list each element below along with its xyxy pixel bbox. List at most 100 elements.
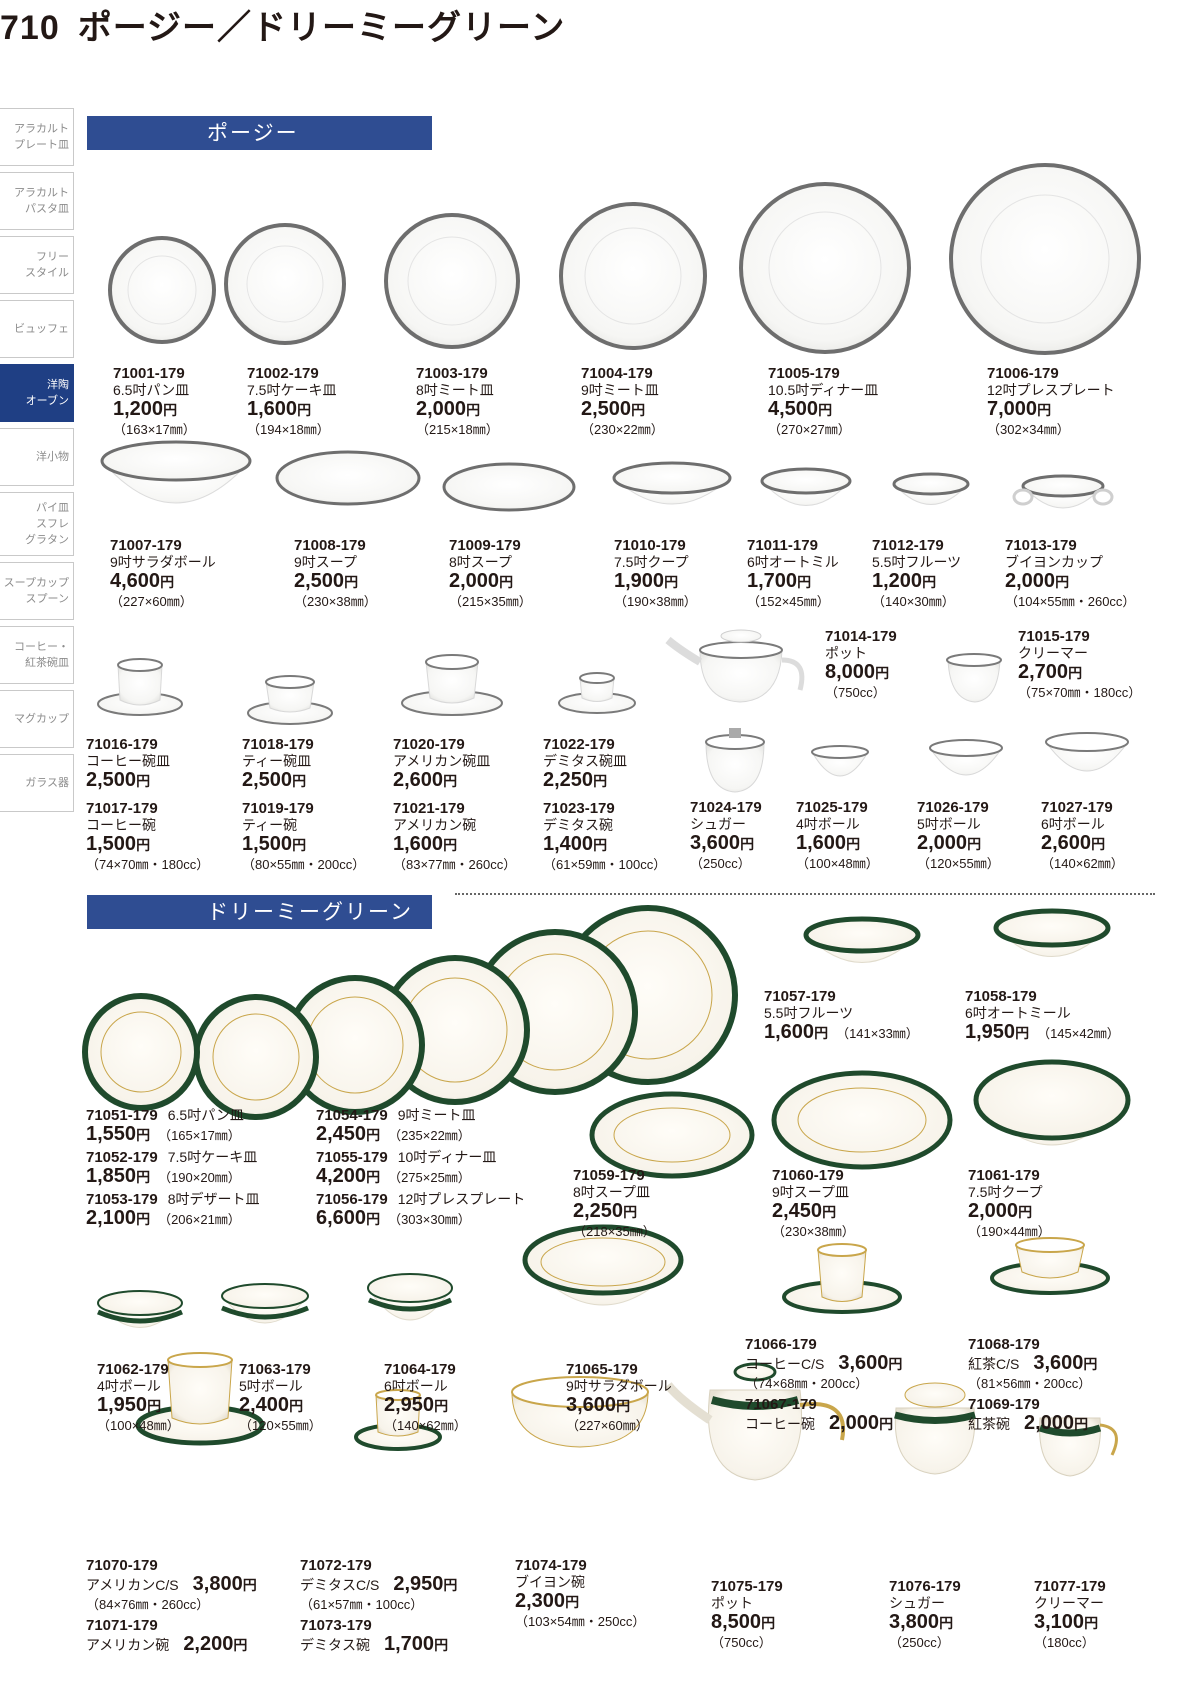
posy-cup-icons — [97, 629, 1129, 793]
product-name: 4吋ボール — [97, 1378, 161, 1394]
product-price: 1,600円 — [247, 398, 312, 420]
product-price: 2,100円 — [86, 1207, 151, 1229]
product-price: 1,500円 — [86, 833, 151, 855]
product-name: 8吋スープ — [449, 554, 512, 570]
product-price: 3,600円 — [566, 1394, 631, 1416]
product-71013: 71013-179 ブイヨンカップ 2,000円 （104×55㎜・260cc） — [1005, 537, 1135, 610]
product-list-dreamy-left: 71051-179 6.5吋パン皿 1,550円 （165×17㎜） 71052-17… — [86, 1107, 260, 1230]
product-price: 1,950円 — [97, 1394, 162, 1416]
product-price: 3,600円 — [690, 832, 755, 854]
product-code: 71011-179 — [747, 537, 818, 554]
sidebar-tab-a-la-carte-plate[interactable]: アラカルト プレート皿 — [0, 108, 74, 166]
sidebar-tab-western-oven[interactable]: 洋陶 オーブン — [0, 364, 74, 422]
product-dims: （61×59㎜・100cc） — [543, 857, 667, 872]
product-code: 71024-179 — [690, 799, 762, 816]
product-dims: （74×70㎜・180cc） — [86, 857, 210, 872]
product-71002: 71002-179 7.5吋ケーキ皿 1,600円 （194×18㎜） — [247, 365, 336, 438]
product-dims: （103×54㎜・250cc） — [515, 1614, 646, 1629]
product-name: コーヒー碗 2,000円 — [745, 1412, 894, 1434]
product-price: 7,000円 — [987, 398, 1052, 420]
sidebar-tab-buffet[interactable]: ビュッフェ — [0, 300, 74, 358]
product-71025: 71025-179 4吋ボール 1,600円 （100×48㎜） — [796, 799, 879, 872]
product-price: 1,550円 — [86, 1123, 151, 1145]
sidebar-tab-free-style[interactable]: フリー スタイル — [0, 236, 74, 294]
section-divider — [455, 893, 1155, 895]
sidebar-tab-pie-souffle-gratin[interactable]: パイ皿 スフレ グラタン — [0, 492, 74, 556]
product-dims: （227×60㎜） — [566, 1418, 649, 1433]
product-code: 71012-179 — [872, 537, 944, 554]
product-name: ポット — [711, 1595, 753, 1611]
product-price: 2,000円 — [917, 832, 982, 854]
product-code: 71074-179 — [515, 1557, 587, 1574]
product-code: 71010-179 — [614, 537, 686, 554]
sidebar-tab-soup-cup-spoon[interactable]: スープカップ スプーン — [0, 562, 74, 620]
sidebar-tab-mug[interactable]: マグカップ — [0, 690, 74, 748]
product-name: デミタス碗皿 — [543, 753, 627, 769]
product-name: 8吋スープ皿 — [573, 1184, 650, 1200]
product-71012: 71012-179 5.5吋フルーツ 1,200円 （140×30㎜） — [872, 537, 961, 610]
product-code: 71071-179 — [86, 1617, 158, 1634]
product-71060: 71060-179 9吋スープ皿 2,450円 （230×38㎜） — [772, 1167, 855, 1240]
product-71061: 71061-179 7.5吋クープ 2,000円 （190×44㎜） — [968, 1167, 1051, 1240]
product-71007: 71007-179 9吋サラダボール 4,600円 （227×60㎜） — [110, 537, 216, 610]
product-dims: （750cc） — [825, 685, 886, 700]
product-name: 6吋オートミル — [747, 554, 839, 570]
product-name: 5.5吋フルーツ — [764, 1005, 854, 1021]
product-price: 1,600円 — [393, 833, 458, 855]
product-dims: （270×27㎜） — [768, 422, 851, 437]
product-code: 71055-179 — [316, 1149, 388, 1166]
sidebar-tab-a-la-carte-pasta[interactable]: アラカルト パスタ皿 — [0, 172, 74, 230]
product-code: 71007-179 — [110, 537, 182, 554]
product-name: アメリカン碗 2,200円 — [86, 1633, 248, 1655]
sidebar-tab-coffee-tea-cups[interactable]: コーヒー・ 紅茶碗皿 — [0, 626, 74, 684]
product-code: 71068-179 — [968, 1336, 1040, 1353]
product-code: 71076-179 — [889, 1578, 961, 1595]
product-price: 1,850円 — [86, 1165, 151, 1187]
product-code: 71001-179 — [113, 365, 185, 382]
product-price: 2,500円 — [581, 398, 646, 420]
product-name: 9吋スープ皿 — [772, 1184, 849, 1200]
product-dims: （235×22㎜） — [388, 1128, 471, 1143]
product-price: 1,900円 — [614, 570, 679, 592]
product-code: 71051-179 — [86, 1107, 158, 1124]
sidebar-tab-western-small[interactable]: 洋小物 — [0, 428, 74, 486]
product-name: ポット — [825, 645, 867, 661]
product-price: 3,800円 — [889, 1611, 954, 1633]
section-header-posy: ポージー — [87, 116, 432, 150]
product-71077: 71077-179 クリーマー 3,100円 （180cc） — [1034, 1578, 1106, 1651]
product-71065: 71065-179 9吋サラダボール 3,600円 （227×60㎜） — [566, 1361, 672, 1434]
product-price: 2,000円 — [416, 398, 481, 420]
product-code: 71014-179 — [825, 628, 897, 645]
product-code: 71026-179 — [917, 799, 989, 816]
product-code: 71062-179 — [97, 1361, 169, 1378]
product-name: アメリカン碗皿 — [393, 753, 491, 769]
product-price: 4,200円 — [316, 1165, 381, 1187]
product-name: 9吋スープ — [294, 554, 357, 570]
product-list-dreamy-right: 71054-179 9吋ミート皿 2,450円 （235×22㎜） 71055-179… — [316, 1107, 525, 1230]
product-71057: 71057-179 5.5吋フルーツ 1,600円 （141×33㎜） — [764, 988, 919, 1044]
product-71001: 71001-179 6.5吋パン皿 1,200円 （163×17㎜） — [113, 365, 196, 438]
product-code: 71072-179 — [300, 1557, 372, 1574]
product-dims: （275×25㎜） — [388, 1170, 471, 1185]
product-name: 9吋ミート皿 — [397, 1107, 476, 1123]
product-code: 71054-179 — [316, 1107, 388, 1124]
sidebar-tab-glassware[interactable]: ガラス器 — [0, 754, 74, 812]
product-code: 71061-179 — [968, 1167, 1040, 1184]
product-code: 71063-179 — [239, 1361, 311, 1378]
product-price: 1,200円 — [872, 570, 937, 592]
product-code: 71027-179 — [1041, 799, 1113, 816]
product-code: 71065-179 — [566, 1361, 638, 1378]
product-71075: 71075-179 ポット 8,500円 （750cc） — [711, 1578, 783, 1651]
product-name: 10.5吋ディナー皿 — [768, 382, 879, 398]
product-name: デミタス碗 — [543, 817, 613, 833]
product-dims: （163×17㎜） — [113, 422, 196, 437]
product-price: 2,400円 — [239, 1394, 304, 1416]
product-dims: （250cc） — [690, 856, 751, 871]
product-code: 71013-179 — [1005, 537, 1077, 554]
product-name: デミタス碗 1,700円 — [300, 1633, 449, 1655]
product-price: 2,000円 — [1005, 570, 1070, 592]
product-code: 71073-179 — [300, 1617, 372, 1634]
product-71074: 71074-179 ブイヨン碗 2,300円 （103×54㎜・250cc） — [515, 1557, 645, 1630]
product-dims: （140×62㎜） — [384, 1418, 467, 1433]
product-71058: 71058-179 6吋オートミール 1,950円 （145×42㎜） — [965, 988, 1120, 1044]
